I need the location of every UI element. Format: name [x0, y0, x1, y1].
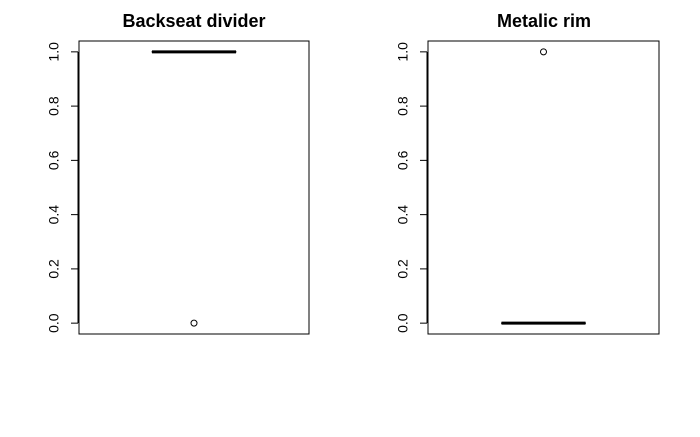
y-tick-label: 0.0 [395, 313, 411, 333]
y-tick-label: 0.4 [46, 205, 62, 225]
y-tick-label: 0.2 [46, 259, 62, 279]
chart-title: Metalic rim [497, 11, 591, 31]
y-tick-label: 0.0 [46, 313, 62, 333]
y-tick-label: 0.2 [395, 259, 411, 279]
y-tick-label: 0.6 [46, 150, 62, 170]
y-tick-label: 1.0 [395, 42, 411, 62]
y-tick-label: 0.8 [395, 96, 411, 116]
chart-title: Backseat divider [122, 11, 265, 31]
y-tick-label: 0.8 [46, 96, 62, 116]
y-tick-label: 0.4 [395, 205, 411, 225]
y-tick-label: 0.6 [395, 150, 411, 170]
y-tick-label: 1.0 [46, 42, 62, 62]
